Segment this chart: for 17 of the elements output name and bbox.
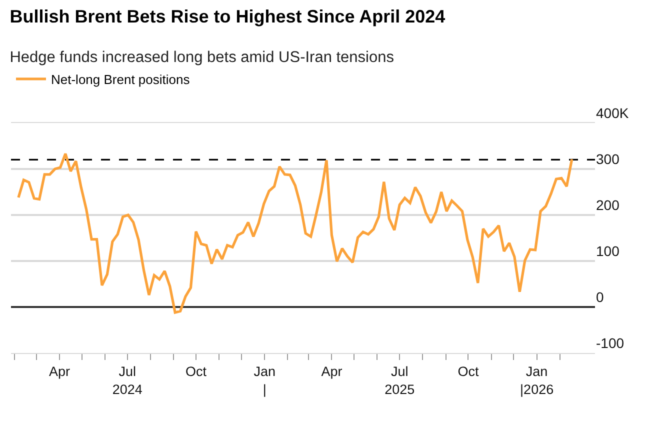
x-tick-label: Apr <box>321 364 343 380</box>
x-tick-label: Oct <box>458 364 479 380</box>
x-tick-label: Jul 2024 <box>112 364 143 397</box>
x-tick-label: Jan |2026 <box>520 364 554 397</box>
x-tick-label: Jul 2025 <box>384 364 415 397</box>
y-tick-label: -100 <box>596 335 624 352</box>
y-tick-label: 100 <box>596 243 620 260</box>
chart-subtitle: Hedge funds increased long bets amid US-Iran tensions <box>10 49 394 66</box>
y-tick-label: 200 <box>596 197 620 214</box>
x-tick-label: Oct <box>185 364 207 380</box>
y-tick-label: 0 <box>596 289 604 306</box>
y-tick-label: 400K <box>596 105 630 121</box>
chart-title: Bullish Brent Bets Rise to Highest Since April 2024 <box>10 6 446 27</box>
x-tick-label: Jan | <box>254 364 276 397</box>
y-tick-label: 300 <box>596 151 620 168</box>
legend-label: Net-long Brent positions <box>51 72 190 88</box>
x-tick-label: Apr <box>48 364 70 380</box>
